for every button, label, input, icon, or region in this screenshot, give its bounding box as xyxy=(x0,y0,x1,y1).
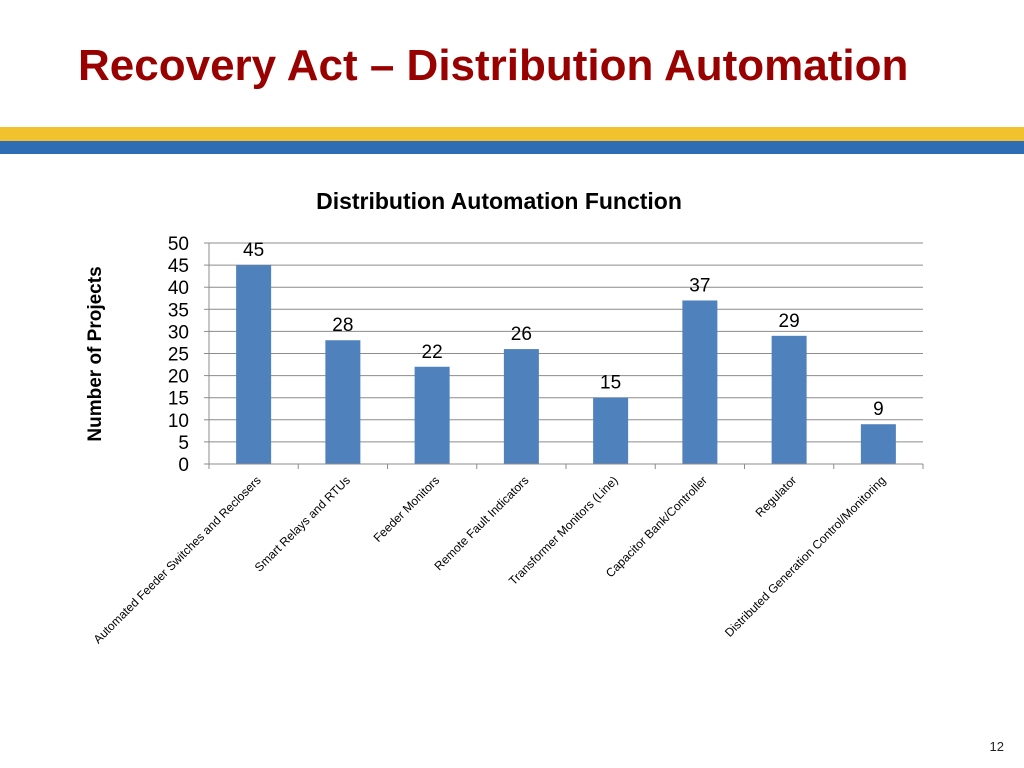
bar-value-label: 28 xyxy=(332,315,353,336)
y-tick-label: 40 xyxy=(168,278,189,299)
y-tick-label: 15 xyxy=(168,389,189,410)
x-category-label: Automated Feeder Switches and Reclosers xyxy=(91,473,264,646)
bar xyxy=(593,397,629,464)
axes xyxy=(208,243,923,465)
bar-value-label: 26 xyxy=(511,324,532,345)
x-axis-ticks: Automated Feeder Switches and ReclosersS… xyxy=(91,464,924,646)
gridlines xyxy=(209,242,923,443)
x-category-label: Remote Fault Indicators xyxy=(432,473,532,573)
x-category-label: Smart Relays and RTUs xyxy=(252,473,353,574)
header-band-yellow xyxy=(0,127,1024,141)
slide-title: Recovery Act – Distribution Automation xyxy=(78,41,909,90)
bar-series xyxy=(236,265,896,464)
bar xyxy=(236,265,272,464)
data-labels: 45 28 22 26 15 37 29 9 xyxy=(243,240,884,420)
x-category-label: Feeder Monitors xyxy=(371,473,443,545)
y-tick-label: 35 xyxy=(168,300,189,321)
bar xyxy=(860,424,896,464)
bar-value-label: 22 xyxy=(422,342,443,363)
y-tick-label: 5 xyxy=(178,433,189,454)
x-category-label: Capacitor Bank/Controller xyxy=(603,473,710,580)
bar xyxy=(771,335,807,464)
bar-value-label: 9 xyxy=(873,399,884,420)
bar xyxy=(325,340,361,464)
x-category-label: Distributed Generation Control/Monitorin… xyxy=(722,473,888,639)
header-band-blue xyxy=(0,141,1024,154)
page-number: 12 xyxy=(989,739,1004,754)
y-tick-label: 0 xyxy=(178,455,189,476)
bar-value-label: 29 xyxy=(779,311,800,332)
bar-value-label: 37 xyxy=(689,275,710,296)
y-tick-label: 45 xyxy=(168,256,189,277)
y-tick-label: 30 xyxy=(168,322,189,343)
y-axis-label: Number of Projects xyxy=(85,266,106,441)
y-tick-label: 20 xyxy=(168,367,189,388)
bar xyxy=(503,349,539,464)
y-tick-label: 25 xyxy=(168,345,189,366)
bar xyxy=(682,300,718,464)
y-tick-label: 50 xyxy=(168,234,189,255)
x-category-label: Regulator xyxy=(753,473,800,520)
bar-value-label: 15 xyxy=(600,373,621,394)
y-tick-label: 10 xyxy=(168,411,189,432)
bar-value-label: 45 xyxy=(243,240,264,261)
chart-title: Distribution Automation Function xyxy=(316,188,682,214)
bar xyxy=(414,366,450,464)
